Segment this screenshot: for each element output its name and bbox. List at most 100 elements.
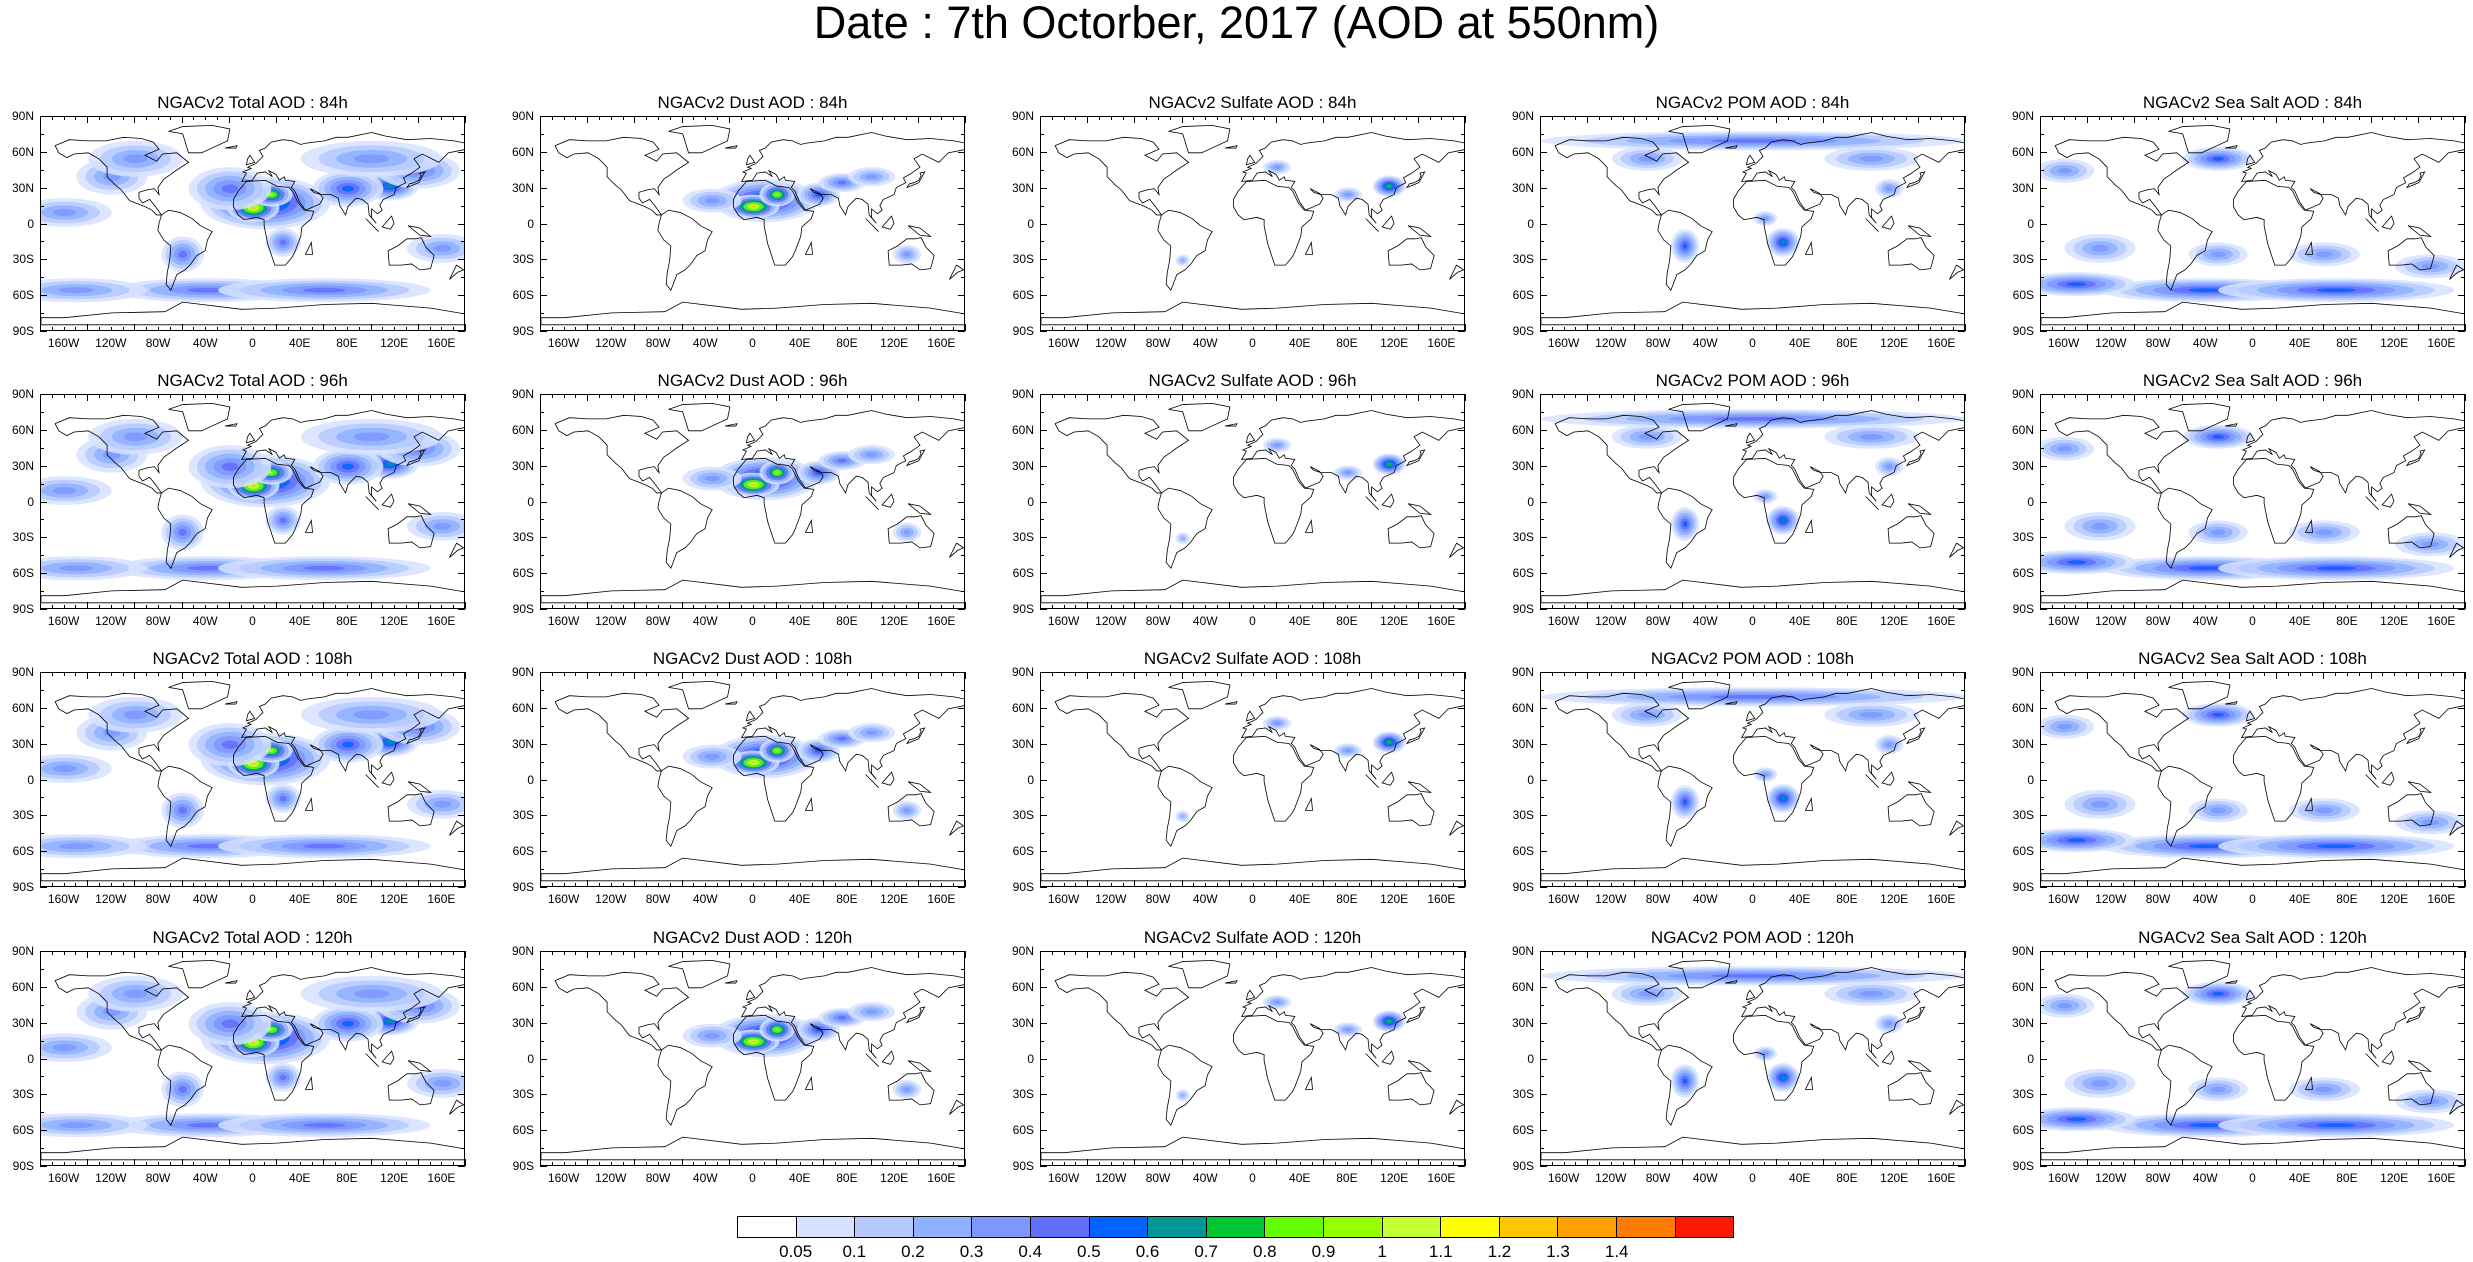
lon-tick	[335, 1162, 337, 1166]
lon-tick	[1134, 324, 1136, 331]
aod-region	[1780, 240, 1786, 245]
lon-tick	[752, 394, 754, 398]
lon-tick	[2370, 880, 2372, 887]
lat-tick	[1458, 259, 1465, 261]
coastline	[1733, 179, 1815, 266]
lon-tick	[740, 1162, 742, 1166]
lat-tick	[540, 1040, 544, 1042]
lon-tick	[917, 394, 919, 401]
lat-label: 30S	[512, 530, 534, 545]
lat-tick	[40, 555, 44, 557]
lon-tick	[40, 951, 41, 958]
colorbar-label: 0.3	[959, 1242, 984, 1261]
lat-tick	[1040, 1058, 1047, 1060]
lat-tick	[540, 187, 547, 189]
lon-label: 120W	[595, 892, 627, 906]
lon-tick	[2299, 394, 2301, 398]
lon-tick	[1646, 672, 1648, 676]
lon-tick	[835, 1162, 837, 1166]
lat-tick	[2458, 851, 2465, 853]
lon-tick	[551, 672, 553, 676]
map-panel-sulfate: NGACv2 Sulfate AOD : 84h 90N 60N 30N 0 30S 60S…	[1012, 92, 1466, 349]
lon-label: 40W	[1692, 614, 1718, 628]
coastline	[2157, 209, 2213, 291]
lon-tick	[2276, 116, 2278, 123]
aod-region	[837, 1015, 847, 1020]
lon-tick	[346, 605, 348, 609]
panel-title: NGACv2 POM AOD : 120h	[1650, 928, 1855, 947]
lon-tick	[2323, 1159, 2325, 1166]
aod-region	[2212, 156, 2224, 161]
lat-tick	[458, 887, 465, 888]
map-panel-pom: NGACv2 POM AOD : 108h 90N 60N 30N 0 30S 60S 90S…	[1512, 648, 1966, 905]
lon-tick	[894, 883, 896, 887]
lon-tick	[51, 672, 53, 676]
lon-tick	[2240, 116, 2242, 120]
lon-tick	[1669, 1162, 1671, 1166]
lon-tick	[1811, 951, 1813, 955]
page-title: Date : 7th Octorber, 2017 (AOD at 550nm)	[813, 0, 1660, 48]
lat-tick	[1040, 429, 1047, 431]
lon-tick	[2287, 327, 2289, 331]
lon-tick	[1752, 605, 1754, 609]
lon-tick	[158, 116, 160, 120]
colorbar-label: 1	[1377, 1242, 1387, 1261]
lat-tick	[1961, 133, 1965, 135]
lon-tick	[2240, 1162, 2242, 1166]
lon-tick	[1764, 883, 1766, 887]
lat-tick	[461, 411, 465, 413]
lon-tick	[264, 394, 266, 398]
coastline	[2054, 136, 2190, 216]
lon-tick	[1075, 951, 1077, 955]
lon-label: 80W	[1645, 892, 1671, 906]
lon-tick	[1870, 672, 1872, 679]
lon-tick	[2205, 116, 2207, 120]
lon-tick	[335, 116, 337, 120]
lon-tick	[1752, 883, 1754, 887]
lat-label: 30N	[511, 458, 534, 473]
lon-label: 40W	[1192, 614, 1218, 628]
aod-region	[1180, 536, 1186, 541]
coastline	[1554, 692, 1690, 772]
lon-tick	[1575, 605, 1577, 609]
lon-label: 80E	[836, 1171, 858, 1185]
lon-tick	[2335, 394, 2337, 398]
lon-tick	[1063, 605, 1065, 609]
coastline	[225, 145, 238, 149]
aod-region	[1387, 462, 1392, 466]
lon-tick	[335, 605, 337, 609]
lon-tick	[169, 605, 171, 609]
aod-region	[1780, 796, 1786, 801]
coastline	[1381, 215, 1395, 230]
lon-tick	[2040, 394, 2041, 401]
lon-tick	[1870, 951, 1872, 958]
aod-region	[1344, 192, 1352, 197]
coastline	[2449, 542, 2464, 558]
lon-tick	[2453, 951, 2455, 955]
lon-tick	[929, 1162, 931, 1166]
lon-tick	[858, 605, 860, 609]
lat-tick	[2040, 116, 2047, 117]
lon-tick	[276, 394, 278, 401]
lon-tick	[2370, 1159, 2372, 1166]
lon-label: 160W	[547, 614, 580, 628]
lat-tick	[1461, 169, 1465, 171]
coastline	[2168, 124, 2231, 154]
lat-tick	[1458, 779, 1465, 781]
coastline	[2381, 493, 2395, 508]
lat-tick	[2040, 968, 2044, 970]
lon-tick	[429, 116, 431, 120]
lat-tick	[2461, 169, 2465, 171]
coastline	[804, 1075, 813, 1090]
lat-tick	[40, 187, 47, 189]
lon-tick	[1575, 394, 1577, 398]
lon-tick	[1264, 883, 1266, 887]
lon-tick	[752, 672, 754, 676]
coastline	[2449, 264, 2464, 280]
coastline	[907, 781, 932, 793]
lat-label: 30S	[1012, 1087, 1034, 1102]
lat-tick	[1458, 672, 1465, 673]
aod-region	[342, 463, 354, 470]
lat-tick	[40, 295, 47, 297]
lon-tick	[1358, 394, 1360, 398]
